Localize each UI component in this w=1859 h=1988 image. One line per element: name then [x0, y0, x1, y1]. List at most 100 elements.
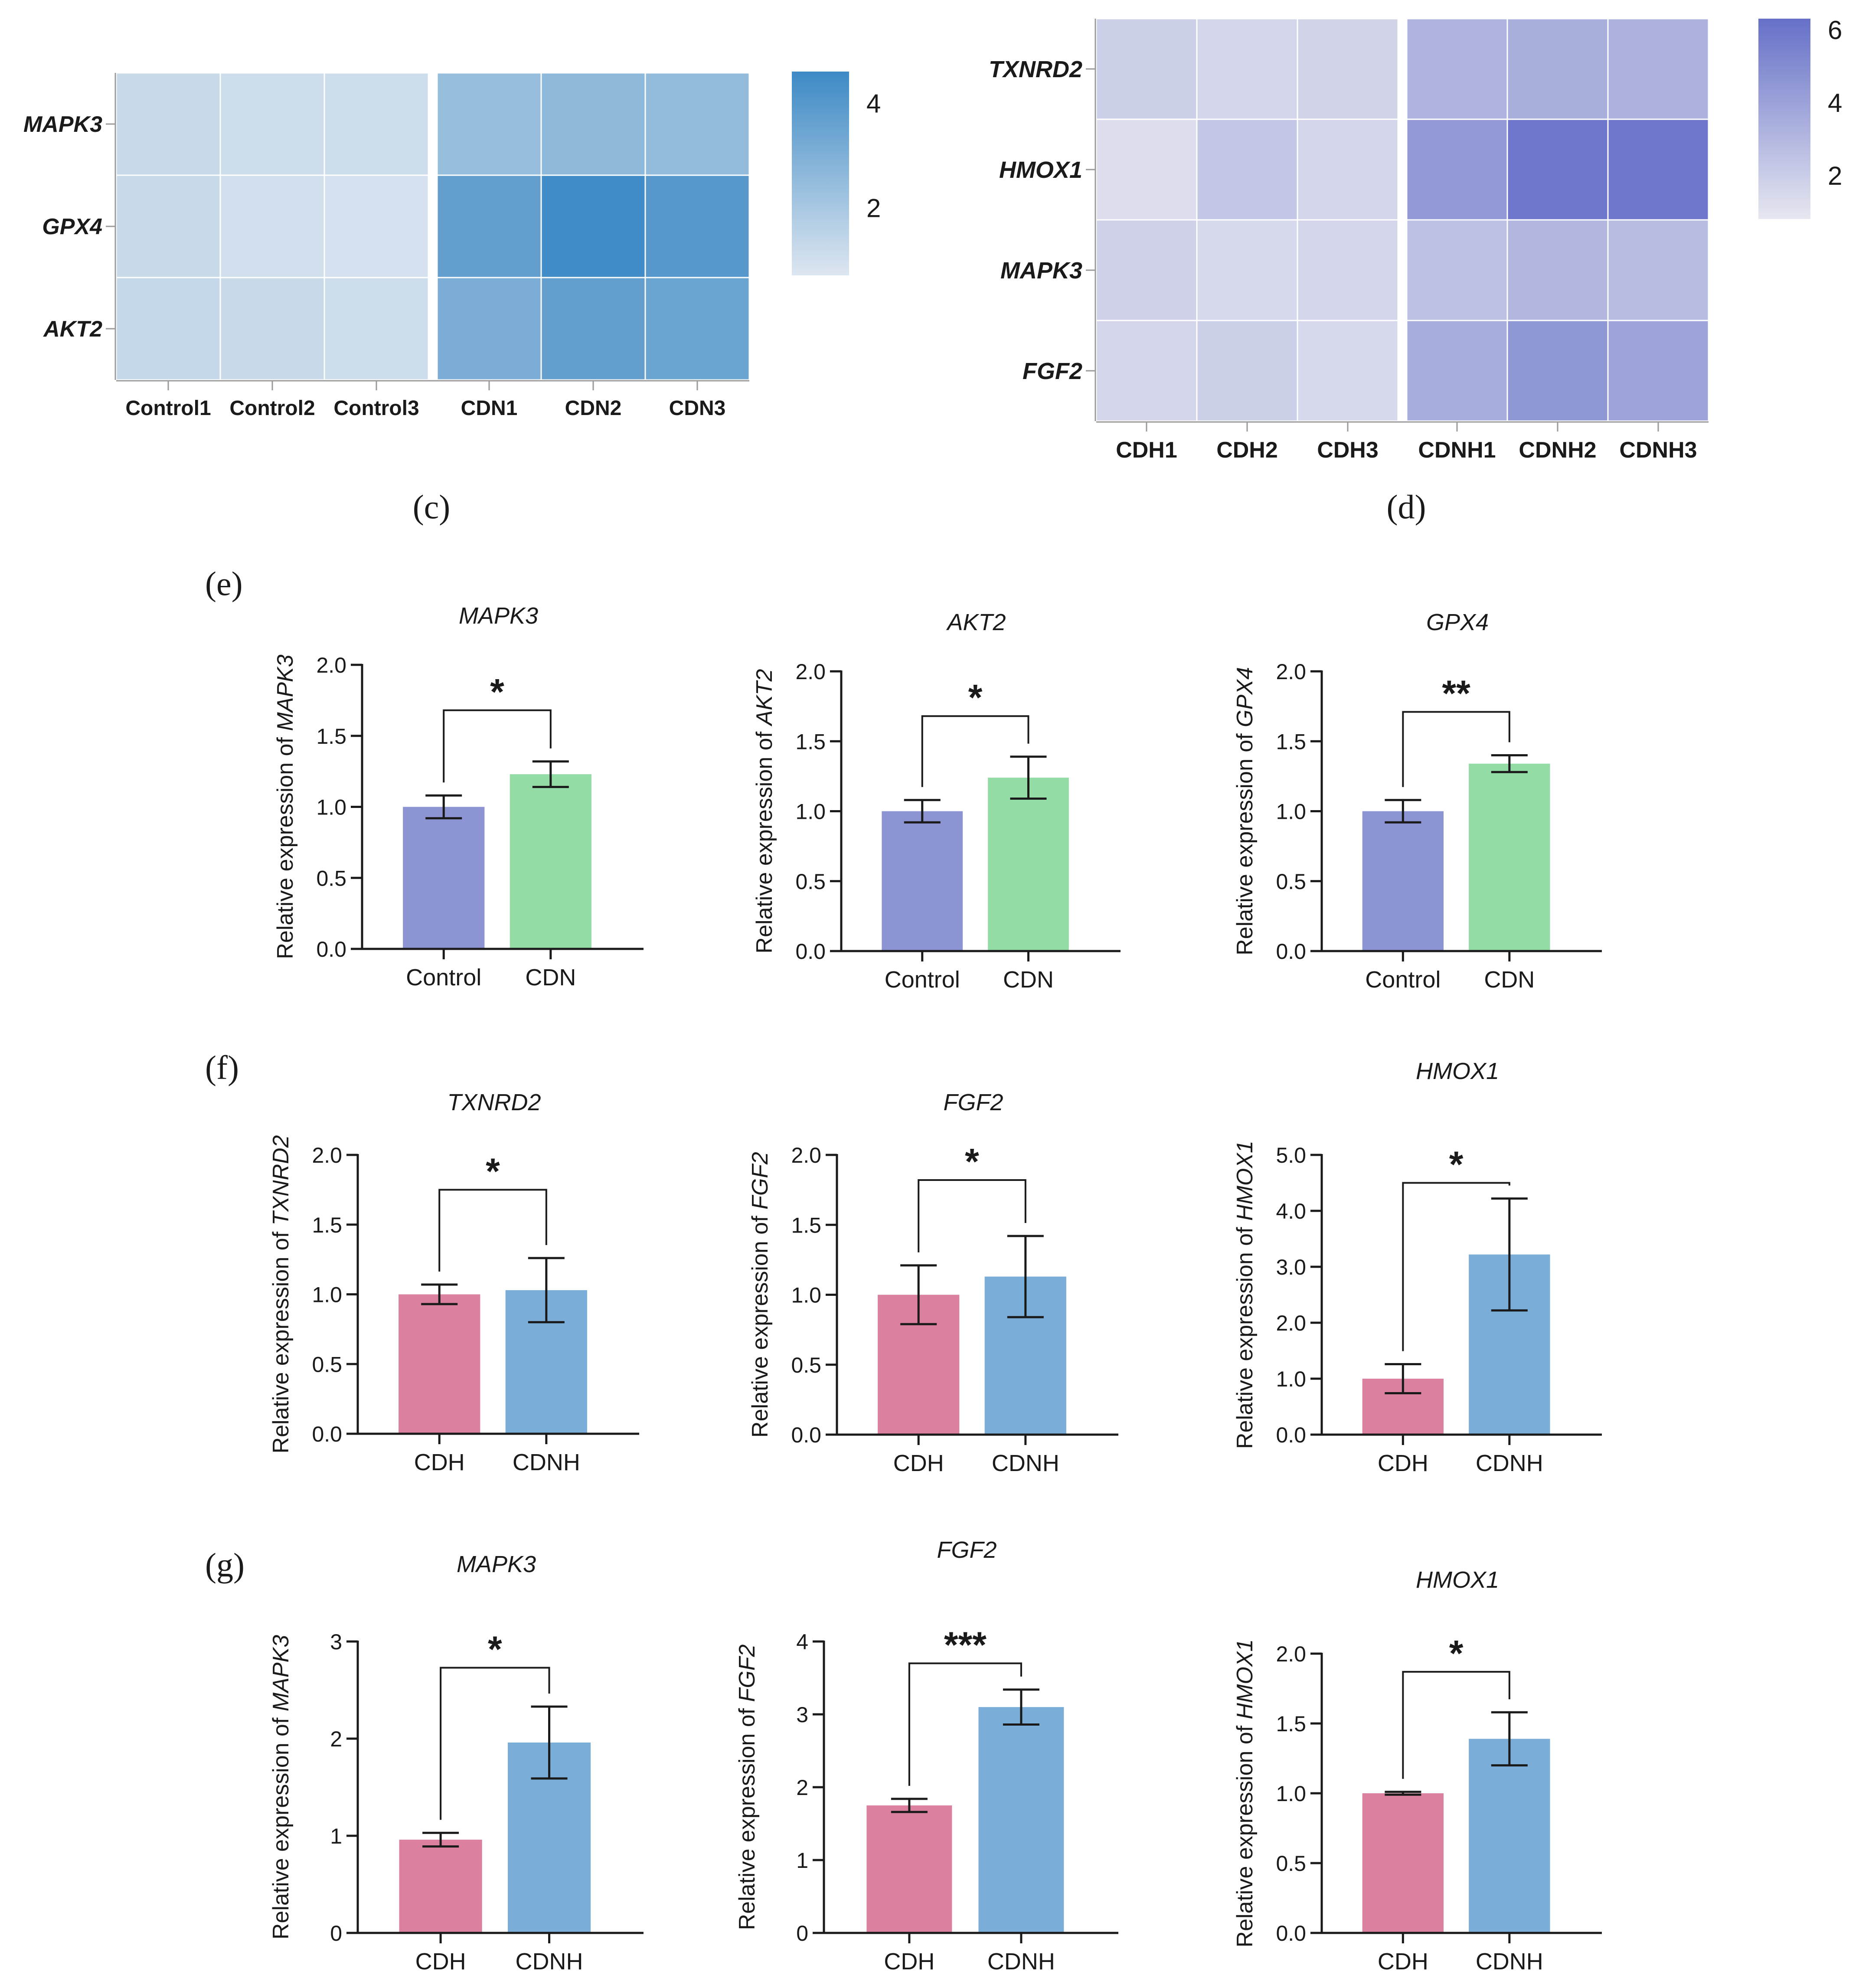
y-tick-label: 1.0: [1276, 1782, 1306, 1806]
error-bar: [421, 1283, 458, 1305]
heatmap-d: TXNRD2 HMOX1 MAPK3 FGF2 CDH1 CDH2 CDH3 CDNH1 CDN…: [989, 16, 1842, 463]
significance-marker: *: [965, 1141, 979, 1182]
chart-title: HMOX1: [1416, 1058, 1499, 1084]
y-axis-label: Relative expression of TXNRD2: [268, 1135, 294, 1453]
y-tick-label: 0.0: [795, 939, 826, 964]
error-bar: [1491, 1711, 1528, 1767]
heatmap-cell: [644, 174, 750, 278]
bar: [866, 1805, 952, 1933]
significance-marker: *: [488, 1628, 502, 1669]
heatmap-c: MAPK3 GPX4 AKT2 Control1 Control2 Control3 CDN…: [23, 72, 881, 420]
error-bar: [422, 1831, 459, 1848]
y-axis-label-prefix: Relative expression of: [1232, 727, 1258, 955]
y-tick-label: 0: [796, 1921, 808, 1945]
heatmap-cell: [1095, 320, 1198, 422]
heatmap-cell: [1506, 219, 1609, 321]
heatmap-col-label: CDH1: [1116, 438, 1177, 463]
y-axis-label: Relative expression of FGF2: [748, 1152, 773, 1438]
significance-bracket: [443, 709, 552, 783]
bar: [988, 778, 1069, 951]
y-tick-label: 1.5: [795, 729, 826, 754]
error-bar: [1385, 1363, 1421, 1395]
error-bar: [1491, 1197, 1528, 1312]
chart-title: TXNRD2: [447, 1089, 541, 1115]
y-tick-label: 5.0: [1276, 1143, 1306, 1167]
significance-marker: *: [1449, 1144, 1464, 1185]
y-tick-label: 0.5: [791, 1353, 821, 1377]
y-tick-label: 2.0: [312, 1143, 342, 1167]
heatmap-cell: [1095, 219, 1198, 321]
significance-marker: *: [968, 677, 983, 718]
y-tick-label: 0.0: [312, 1422, 342, 1446]
bar: [1362, 1793, 1444, 1933]
heatmap-cell: [540, 174, 646, 278]
y-tick-label: 3: [330, 1630, 342, 1654]
bar: [403, 807, 485, 949]
y-tick-label: 0.5: [316, 866, 346, 890]
heatmap-row-label: AKT2: [42, 317, 102, 342]
y-tick-label: 3.0: [1276, 1255, 1306, 1279]
heatmap-cell: [644, 72, 750, 176]
chart-title: FGF2: [937, 1537, 996, 1563]
heatmap-cell: [436, 72, 542, 176]
y-tick-label: 2: [330, 1727, 342, 1751]
x-tick-label: CDH: [884, 1949, 934, 1975]
y-tick-label: 1: [330, 1824, 342, 1848]
x-tick-label: CDH: [1378, 1450, 1428, 1476]
x-tick-label: Control: [406, 965, 481, 991]
heatmap-col-label: CDNH2: [1519, 438, 1596, 463]
heatmap-col-label: CDN1: [461, 397, 518, 420]
heatmap-cell: [1607, 18, 1709, 120]
heatmap-cell: [115, 174, 221, 278]
error-bar: [900, 1264, 937, 1325]
colorbar-tick-label: 4: [866, 89, 881, 118]
panel-label-f: (f): [205, 1049, 239, 1086]
y-tick-label: 0: [330, 1921, 342, 1945]
heatmap-cell: [219, 277, 325, 381]
heatmap-col-label: CDH2: [1216, 438, 1278, 463]
bracket-line: [443, 709, 552, 783]
heatmap-cell: [644, 277, 750, 381]
bar: [882, 811, 963, 951]
y-axis-label: Relative expression of FGF2: [735, 1644, 760, 1930]
y-tick-label: 1.0: [1276, 800, 1306, 824]
y-axis-label: Relative expression of HMOX1: [1232, 1141, 1258, 1449]
heatmap-row-label: FGF2: [1023, 358, 1082, 384]
bar: [1469, 763, 1550, 951]
y-axis-label: Relative expression of AKT2: [752, 669, 777, 953]
y-tick-label: 1.5: [312, 1213, 342, 1237]
bracket-line: [438, 1189, 547, 1272]
axes: [356, 1641, 644, 1934]
y-axis-label-gene: MAPK3: [273, 654, 298, 731]
heatmap-row-label: GPX4: [42, 214, 102, 239]
x-tick-label: CDNH: [1476, 1450, 1543, 1476]
x-tick-label: CDNH: [516, 1949, 583, 1975]
y-axis-label-gene: MAPK3: [268, 1635, 294, 1711]
y-tick-label: 0.5: [1276, 870, 1306, 894]
heatmap-cell: [1406, 18, 1508, 120]
error-bar: [1385, 1791, 1421, 1796]
heatmap-col-label: CDN2: [565, 397, 622, 420]
heatmap-cell: [1196, 18, 1298, 120]
error-bar: [1491, 754, 1528, 773]
heatmap-cell: [1095, 18, 1198, 120]
bar: [399, 1839, 482, 1933]
chart-title: HMOX1: [1416, 1567, 1499, 1593]
significance-bracket: [1402, 1671, 1510, 1779]
y-tick-label: 2.0: [316, 653, 346, 677]
y-axis-label-prefix: Relative expression of: [268, 1225, 294, 1453]
significance-bracket: [908, 1662, 1022, 1786]
heatmap-cell: [219, 72, 325, 176]
x-tick-label: CDH: [893, 1450, 944, 1476]
x-tick-label: Control: [885, 967, 960, 993]
y-axis-label-prefix: Relative expression of: [268, 1711, 294, 1939]
heatmap-cell: [1607, 219, 1709, 321]
heatmap-cell: [1297, 118, 1399, 221]
y-tick-label: 2.0: [1276, 660, 1306, 684]
significance-bracket: [438, 1189, 547, 1272]
y-tick-label: 1.5: [1276, 729, 1306, 754]
